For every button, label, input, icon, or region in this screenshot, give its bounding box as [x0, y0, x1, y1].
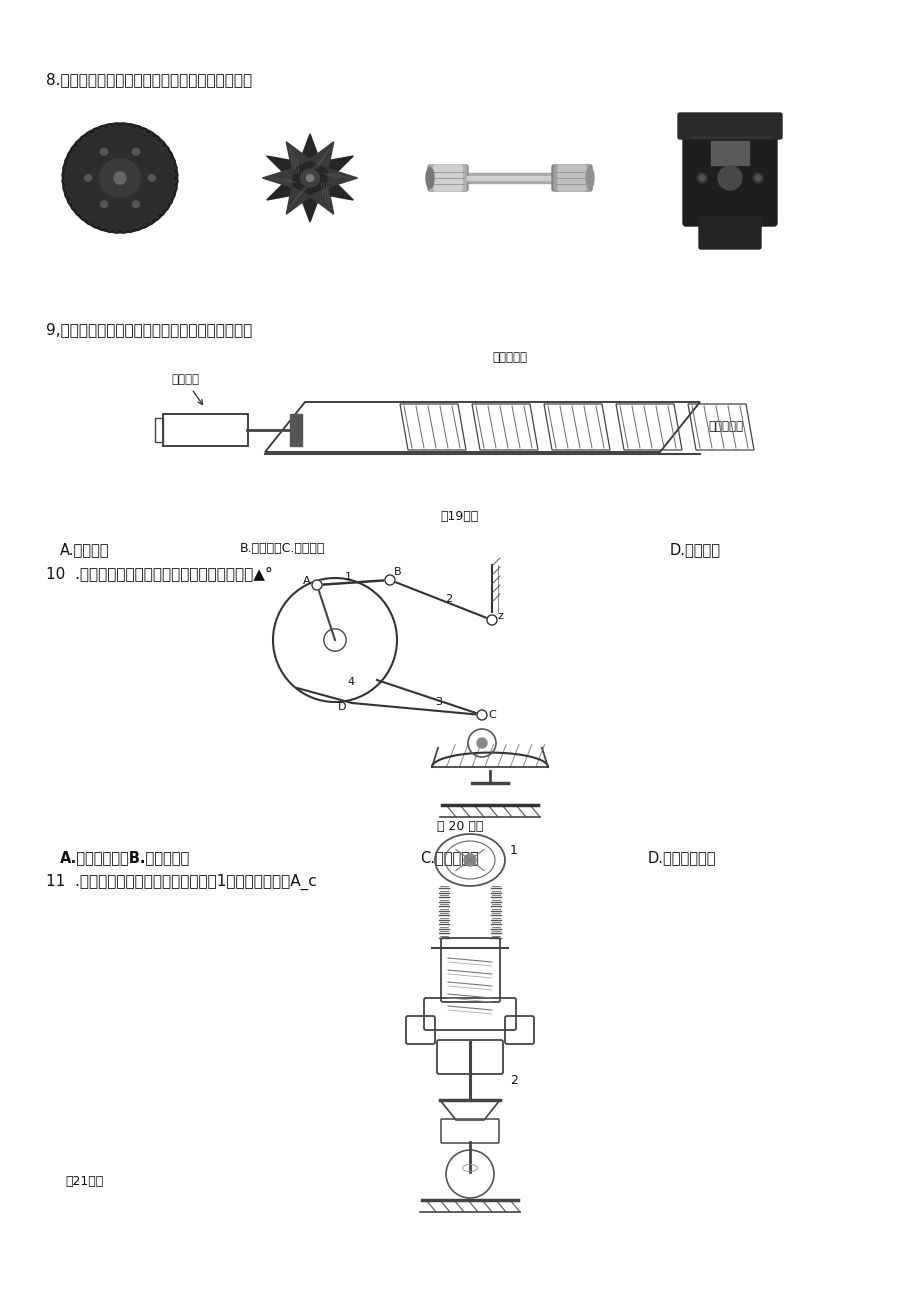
FancyBboxPatch shape: [434, 165, 461, 191]
Polygon shape: [262, 169, 291, 187]
Ellipse shape: [100, 200, 108, 207]
Polygon shape: [310, 187, 334, 215]
Ellipse shape: [114, 172, 126, 183]
FancyBboxPatch shape: [427, 165, 468, 191]
Text: D.曲柄滑块机构: D.曲柄滑块机构: [647, 850, 716, 865]
Circle shape: [476, 710, 486, 719]
Ellipse shape: [301, 169, 319, 187]
Text: 4: 4: [346, 677, 354, 687]
FancyBboxPatch shape: [677, 113, 781, 139]
Bar: [710, 141, 748, 165]
Text: 1: 1: [345, 572, 352, 582]
Ellipse shape: [99, 159, 141, 198]
Text: C.双摇杆机构: C.双摇杆机构: [420, 850, 478, 865]
Ellipse shape: [85, 174, 92, 181]
Text: C: C: [487, 710, 495, 719]
Text: 已加工工件: 已加工工件: [708, 420, 743, 433]
Polygon shape: [310, 142, 334, 169]
Ellipse shape: [148, 174, 155, 181]
Bar: [154, 418, 163, 442]
Circle shape: [312, 580, 322, 589]
Circle shape: [384, 575, 394, 585]
Text: 8.卜列联轴器中，属于有弹性元件的挠性联轴器为: 8.卜列联轴器中，属于有弹性元件的挠性联轴器为: [46, 72, 252, 87]
Polygon shape: [286, 142, 310, 169]
Text: 11  .图示为汽车内燃机配气机构，凸轮1按形状来分属于A_c: 11 .图示为汽车内燃机配气机构，凸轮1按形状来分属于A_c: [46, 874, 316, 890]
Ellipse shape: [585, 168, 594, 189]
Text: 第19题图: 第19题图: [440, 510, 479, 523]
FancyBboxPatch shape: [682, 130, 777, 226]
Bar: [466, 176, 553, 180]
Circle shape: [476, 738, 486, 748]
FancyBboxPatch shape: [558, 165, 585, 191]
Text: 9,卜图为送料装置示意图，其中的送料气缸网于，: 9,卜图为送料装置示意图，其中的送料气缸网于，: [46, 323, 252, 337]
Text: A.动力部分: A.动力部分: [60, 543, 109, 557]
Bar: [466, 173, 553, 183]
Ellipse shape: [697, 173, 706, 183]
Text: 2: 2: [509, 1073, 517, 1086]
Ellipse shape: [754, 176, 760, 181]
FancyBboxPatch shape: [698, 217, 760, 248]
Text: 1: 1: [509, 843, 517, 856]
Ellipse shape: [463, 853, 475, 866]
Text: 2: 2: [445, 595, 451, 604]
Ellipse shape: [698, 176, 704, 181]
Bar: [289, 414, 301, 446]
Bar: [163, 414, 248, 446]
Text: 未加工工件: 未加工工件: [492, 351, 527, 364]
Text: A: A: [302, 576, 311, 585]
Circle shape: [486, 615, 496, 624]
Ellipse shape: [132, 148, 140, 155]
Text: 10  .下图所示为搅拌机示意图，所采用的机构为▲°: 10 .下图所示为搅拌机示意图，所采用的机构为▲°: [46, 566, 272, 582]
Text: B.执行部分C.控制部分: B.执行部分C.控制部分: [240, 543, 325, 556]
Ellipse shape: [306, 174, 313, 182]
Polygon shape: [328, 169, 357, 187]
Ellipse shape: [62, 124, 177, 233]
Ellipse shape: [425, 168, 434, 189]
FancyBboxPatch shape: [553, 165, 589, 191]
Text: D.辅助部分: D.辅助部分: [669, 543, 720, 557]
Text: B: B: [393, 567, 402, 578]
Text: 3: 3: [435, 697, 441, 706]
Ellipse shape: [717, 167, 742, 190]
Ellipse shape: [100, 148, 108, 155]
Text: 第21题图: 第21题图: [65, 1175, 103, 1188]
Text: D: D: [337, 703, 346, 712]
Text: 送料气缸: 送料气缸: [171, 373, 202, 405]
FancyBboxPatch shape: [429, 165, 466, 191]
Polygon shape: [286, 187, 310, 215]
Polygon shape: [267, 134, 353, 222]
Text: z: z: [497, 611, 504, 621]
FancyBboxPatch shape: [551, 165, 591, 191]
Ellipse shape: [132, 200, 140, 207]
Text: 第 20 题图: 第 20 题图: [437, 820, 482, 833]
Text: A.曲柄摇杆机构B.双曲柄机构: A.曲柄摇杆机构B.双曲柄机构: [60, 850, 190, 865]
Ellipse shape: [752, 173, 762, 183]
